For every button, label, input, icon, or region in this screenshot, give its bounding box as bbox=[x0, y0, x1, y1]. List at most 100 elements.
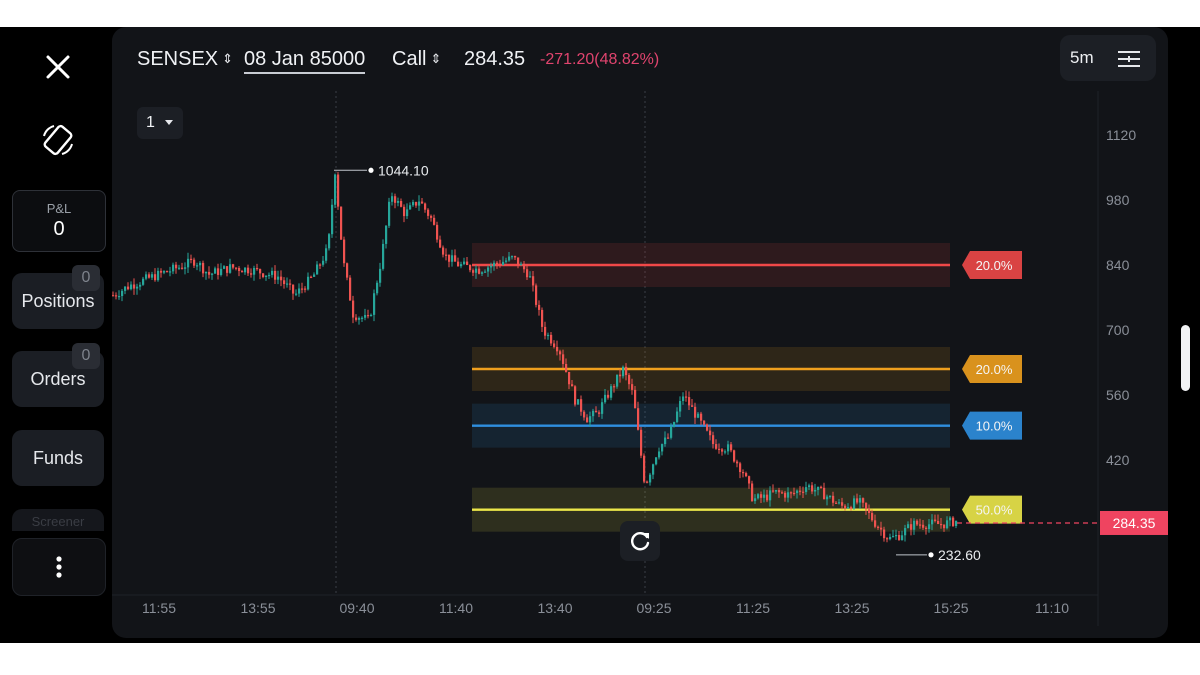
candle-body bbox=[694, 406, 697, 418]
candle bbox=[745, 471, 748, 478]
candle bbox=[910, 518, 913, 536]
layout-selector[interactable]: 1 bbox=[137, 107, 183, 139]
candle bbox=[646, 480, 649, 484]
candle-body bbox=[400, 200, 403, 207]
candle-body bbox=[409, 205, 412, 210]
candle bbox=[205, 271, 208, 280]
candle bbox=[286, 277, 289, 288]
candle-body bbox=[778, 490, 781, 493]
x-tick-label: 11:40 bbox=[439, 600, 473, 616]
candle bbox=[238, 266, 241, 277]
candle bbox=[265, 275, 268, 281]
candle-body bbox=[574, 386, 577, 405]
candle bbox=[661, 443, 664, 456]
timeframe-button[interactable]: 5m bbox=[1070, 48, 1094, 67]
candle bbox=[130, 281, 133, 291]
candle-body bbox=[625, 366, 628, 376]
candle bbox=[592, 408, 595, 422]
candle-body bbox=[703, 420, 706, 425]
candle-body bbox=[472, 270, 475, 273]
option-type-label: Call bbox=[392, 48, 427, 70]
candle-body bbox=[196, 265, 199, 267]
candle bbox=[397, 197, 400, 207]
more-button[interactable] bbox=[12, 538, 106, 596]
candle-body bbox=[892, 535, 895, 538]
candle-body bbox=[820, 486, 823, 489]
candle bbox=[436, 221, 439, 243]
positions-button[interactable]: 0 Positions bbox=[12, 265, 104, 329]
candle bbox=[754, 494, 757, 504]
candle-body bbox=[757, 494, 760, 499]
candle-body bbox=[193, 259, 196, 266]
high-marker: 1044.10 bbox=[334, 162, 429, 178]
candlestick-chart[interactable]: 1120 980 840 700 560 420 11:55 13:55 09:40 11:40 1… bbox=[112, 91, 1168, 638]
candle-body bbox=[364, 315, 367, 318]
candle bbox=[406, 203, 409, 220]
candle-body bbox=[583, 411, 586, 418]
candle-body bbox=[760, 494, 763, 498]
candle-body bbox=[658, 451, 661, 458]
candle bbox=[382, 239, 385, 271]
candle bbox=[271, 267, 274, 278]
positions-count-badge: 0 bbox=[72, 265, 100, 291]
candle-body bbox=[796, 490, 799, 494]
candle bbox=[628, 373, 631, 390]
candle-body bbox=[406, 209, 409, 217]
candle-body bbox=[334, 174, 337, 205]
candle-body bbox=[430, 215, 433, 218]
candle bbox=[556, 340, 559, 356]
expiry-selector[interactable]: 08 Jan 85000 bbox=[244, 48, 366, 74]
scrollbar-thumb[interactable] bbox=[1181, 325, 1190, 391]
candle-body bbox=[361, 317, 364, 319]
candle bbox=[349, 275, 352, 301]
indicator-menu-button[interactable] bbox=[1116, 47, 1142, 71]
level-tag-shape bbox=[962, 495, 1022, 524]
x-tick-label: 13:55 bbox=[240, 600, 275, 616]
candle-body bbox=[520, 263, 523, 266]
candle bbox=[244, 267, 247, 275]
candle bbox=[772, 484, 775, 493]
candle-body bbox=[220, 268, 223, 275]
candle bbox=[814, 483, 817, 497]
candle-body bbox=[130, 284, 133, 290]
close-button[interactable] bbox=[38, 47, 78, 87]
candle-body bbox=[205, 271, 208, 274]
candle-body bbox=[667, 437, 670, 439]
candle-body bbox=[907, 524, 910, 529]
candle bbox=[934, 514, 937, 523]
funds-label: Funds bbox=[32, 447, 84, 468]
screener-button-partial[interactable]: Screener bbox=[12, 509, 104, 531]
candle bbox=[847, 503, 850, 510]
caret-down-icon bbox=[165, 120, 173, 125]
candle-body bbox=[181, 267, 184, 269]
candle bbox=[691, 398, 694, 407]
candle-body bbox=[706, 424, 709, 431]
candle-body bbox=[919, 524, 922, 526]
refresh-button[interactable] bbox=[620, 521, 660, 561]
candle bbox=[553, 340, 556, 349]
candle-body bbox=[262, 273, 265, 277]
candle-body bbox=[955, 520, 958, 526]
candle bbox=[595, 406, 598, 413]
candle-body bbox=[541, 309, 544, 327]
candle-body bbox=[538, 304, 541, 310]
candle bbox=[733, 449, 736, 463]
candle bbox=[895, 529, 898, 540]
candle bbox=[181, 262, 184, 270]
rotate-screen-button[interactable] bbox=[38, 120, 78, 160]
candle bbox=[694, 402, 697, 425]
candle bbox=[457, 257, 460, 267]
funds-button[interactable]: Funds bbox=[12, 430, 104, 486]
candle bbox=[718, 443, 721, 454]
orders-button[interactable]: 0 Orders bbox=[12, 343, 104, 407]
candle bbox=[466, 256, 469, 266]
candle bbox=[835, 500, 838, 504]
symbol-selector[interactable]: SENSEX ⇕ bbox=[137, 48, 233, 71]
candle bbox=[841, 497, 844, 510]
candle bbox=[157, 267, 160, 282]
option-type-selector[interactable]: Call ⇕ bbox=[392, 48, 441, 71]
candle-body bbox=[682, 396, 685, 402]
candle bbox=[619, 369, 622, 383]
candle-body bbox=[451, 255, 454, 262]
candle-body bbox=[799, 490, 802, 492]
